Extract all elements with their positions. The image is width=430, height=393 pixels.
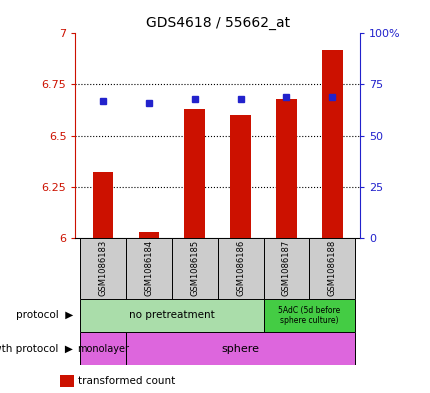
Text: growth protocol  ▶: growth protocol ▶ [0,344,73,354]
Bar [138,231,159,238]
Text: no pretreatment: no pretreatment [129,310,214,320]
Bar [276,99,296,238]
Bar [263,299,354,332]
Bar [321,50,342,238]
Bar [172,238,217,299]
Text: 5AdC (5d before
sphere culture): 5AdC (5d before sphere culture) [278,306,340,325]
Text: monolayer: monolayer [77,344,129,354]
Text: GSM1086188: GSM1086188 [327,240,336,296]
Text: GSM1086184: GSM1086184 [144,240,153,296]
Bar [92,173,113,238]
Text: sphere: sphere [221,344,259,354]
Bar [217,238,263,299]
Text: GSM1086185: GSM1086185 [190,240,199,296]
Bar [126,238,172,299]
Text: GSM1086187: GSM1086187 [281,240,290,296]
Text: protocol  ▶: protocol ▶ [16,310,73,320]
Bar [60,375,74,387]
Bar [80,299,263,332]
Bar [309,238,354,299]
Bar [126,332,354,365]
Bar [80,332,126,365]
Bar [263,238,309,299]
Title: GDS4618 / 55662_at: GDS4618 / 55662_at [145,16,289,29]
Bar [184,109,205,238]
Bar [80,238,126,299]
Text: GSM1086186: GSM1086186 [236,240,245,296]
Text: GSM1086183: GSM1086183 [98,240,107,296]
Text: transformed count: transformed count [78,376,175,386]
Bar [230,115,250,238]
